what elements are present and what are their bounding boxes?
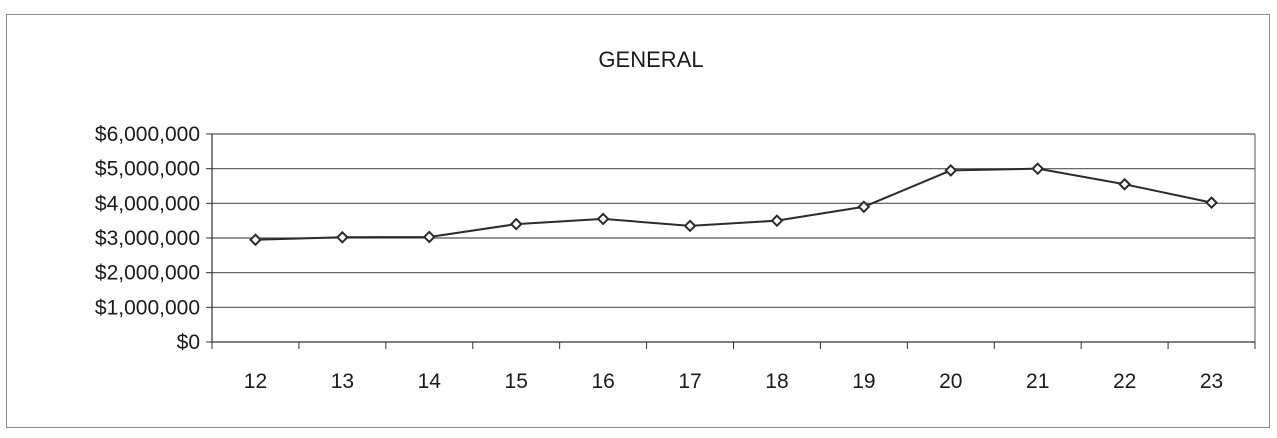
- x-tick-labels: 12 13 14 15 16 17 18 19 20 21 22 23: [244, 370, 1223, 393]
- chart-title: GENERAL: [598, 47, 703, 72]
- x-tick-label: 23: [1200, 370, 1223, 393]
- y-tick-label: $1,000,000: [95, 296, 200, 319]
- x-tick-label: 19: [852, 370, 875, 393]
- x-tick-label: 21: [1026, 370, 1049, 393]
- data-point: [422, 230, 436, 244]
- x-tick-label: 20: [939, 370, 962, 393]
- data-point: [249, 233, 262, 247]
- y-tick-label: $5,000,000: [95, 158, 200, 181]
- data-point: [596, 212, 610, 226]
- x-tick-label: 14: [418, 370, 442, 393]
- y-tick-label: $6,000,000: [95, 123, 200, 146]
- x-tick-label: 13: [331, 370, 354, 393]
- x-tick-label: 17: [678, 370, 701, 393]
- y-tick-label: $0: [177, 331, 200, 354]
- grid-lines: [212, 133, 1255, 308]
- series-line: [255, 167, 1212, 241]
- x-tick-label: 15: [505, 370, 528, 393]
- x-tick-label: 22: [1113, 370, 1136, 393]
- data-point: [1205, 196, 1218, 210]
- axes: [206, 133, 1256, 349]
- y-tick-labels: $0 $1,000,000 $2,000,000 $3,000,000 $4,000,0…: [95, 123, 200, 354]
- y-tick-label: $2,000,000: [95, 262, 200, 285]
- data-point: [1031, 162, 1045, 176]
- data-point: [509, 217, 523, 231]
- data-point: [770, 214, 784, 228]
- data-point: [335, 230, 349, 244]
- y-tick-label: $4,000,000: [95, 192, 200, 215]
- y-tick-label: $3,000,000: [95, 227, 200, 250]
- x-tick-label: 16: [591, 370, 614, 393]
- series-layer: [249, 162, 1218, 247]
- x-tick-label: 12: [244, 370, 267, 393]
- data-point: [683, 219, 697, 233]
- x-tick-label: 18: [765, 370, 788, 393]
- data-point: [944, 163, 958, 177]
- data-point: [1118, 177, 1132, 191]
- data-point: [857, 200, 871, 214]
